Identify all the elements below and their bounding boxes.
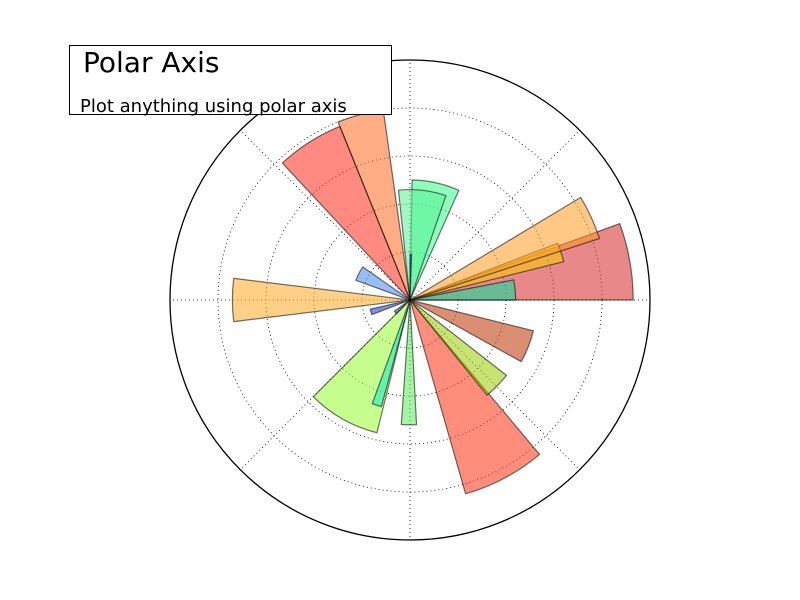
polar-frame (169, 59, 651, 541)
polar-bar (409, 299, 541, 495)
polar-bar (400, 299, 418, 426)
polar-bar (409, 253, 413, 301)
title-box: Polar Axis Plot anything using polar axi… (69, 45, 392, 117)
polar-bar (281, 125, 411, 301)
polar-bar (371, 299, 411, 408)
polar-bar (369, 299, 411, 316)
polar-bar (409, 299, 535, 363)
angular-gridline (240, 130, 411, 301)
polar-bars (231, 109, 634, 495)
polar-bar (409, 299, 508, 396)
chart-title: Polar Axis (83, 46, 220, 79)
polar-bar (312, 298, 412, 434)
polar-bar (355, 266, 411, 301)
chart-subtitle: Plot anything using polar axis (80, 96, 347, 117)
polar-bar (231, 277, 411, 323)
polar-bar (409, 279, 517, 301)
angular-gridline (409, 130, 580, 301)
polar-bar (409, 196, 601, 301)
